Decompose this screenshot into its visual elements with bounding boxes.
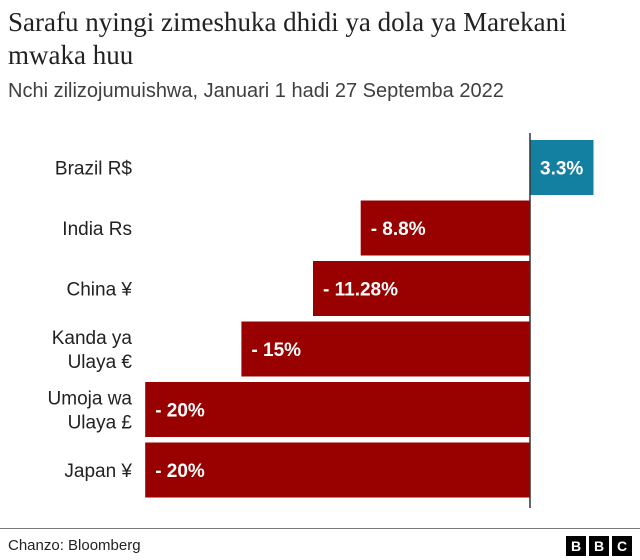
chart-title: Sarafu nyingi zimeshuka dhidi ya dola ya… [8,7,567,70]
bbc-logo: B B C [566,536,632,556]
bar-value-label: - 11.28% [323,280,398,301]
category-label: India Rs [62,219,132,240]
bar [145,382,530,437]
category-label: Kanda ya [52,328,133,349]
bar-value-label: 3.3% [540,159,583,180]
source-note: Chanzo: Bloomberg [8,537,141,554]
bar-chart: 3.3% Brazil R$ - 8.8% India Rs - 11.28% China… [48,133,594,508]
bbc-logo-letter: B [566,536,586,556]
bar [360,200,530,256]
bar-value-label: - 15% [251,340,301,361]
category-label: Brazil R$ [55,159,133,180]
category-label: Japan ¥ [64,461,132,482]
bar-value-label: - 20% [155,461,205,482]
bar-value-label: - 20% [155,401,205,422]
category-label: China ¥ [67,280,133,301]
bar-value-label: - 8.8% [371,219,426,240]
bbc-logo-letter: C [612,536,632,556]
footer-divider [0,528,640,529]
bar [313,261,530,316]
category-label: Umoja wa [48,389,133,410]
bar [241,321,530,377]
bar [530,140,594,195]
chart-subtitle: Nchi zilizojumuishwa, Januari 1 hadi 27 … [8,80,504,102]
bar [145,442,530,498]
bbc-logo-letter: B [589,536,609,556]
category-label: Ulaya € [68,352,133,373]
category-label: Ulaya £ [68,413,133,434]
